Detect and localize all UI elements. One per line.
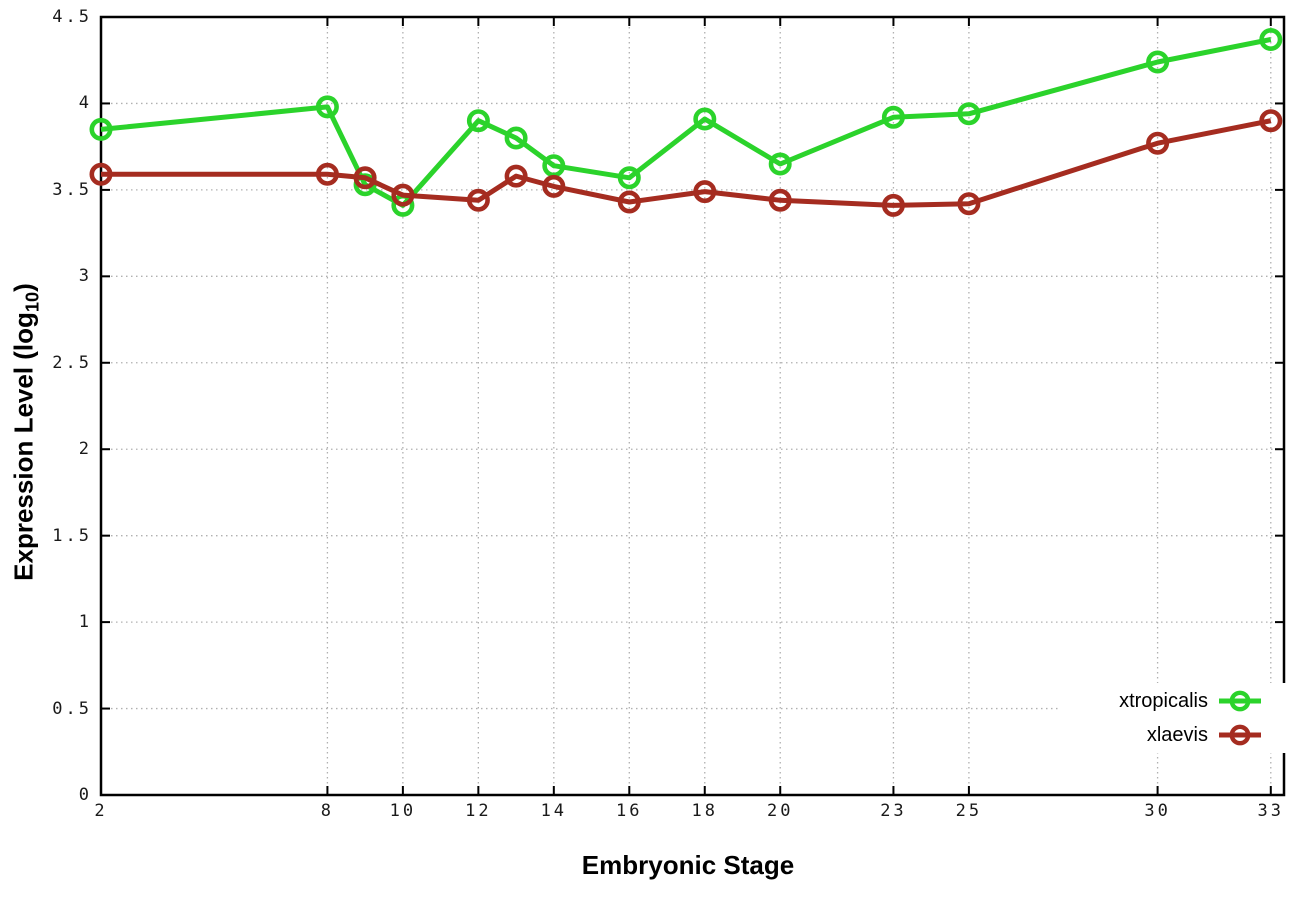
legend-item-xlaevis: xlaevis [1058,719,1286,751]
x-axis-title: Embryonic Stage [581,850,795,880]
x-tick-label-20: 20 [766,801,794,821]
data-point-xtropicalis-stage-12 [466,109,490,133]
data-point-xlaevis-stage-12 [466,188,490,212]
y-tick-label-4: 4 [78,93,92,114]
data-point-xlaevis-stage-23 [881,193,905,217]
data-point-xlaevis-stage-30 [1146,131,1170,155]
data-point-xtropicalis-stage-8 [315,95,339,119]
data-point-xtropicalis-stage-33 [1259,27,1283,51]
y-tick-label-4.5: 4.5 [52,7,92,27]
legend-label-xlaevis: xlaevis [1146,723,1208,746]
data-point-xlaevis-stage-2 [89,162,113,186]
y-tick-label-3.5: 3.5 [52,179,92,200]
data-point-xlaevis-stage-33 [1259,109,1283,133]
x-tick-label-8: 8 [320,801,335,821]
y-tick-label-2.5: 2.5 [52,352,92,373]
x-tick-label-33: 33 [1257,801,1285,821]
x-tick-label-23: 23 [880,801,907,821]
data-point-xlaevis-stage-9 [353,166,377,190]
legend: xtropicalis xlaevis [1058,683,1286,753]
x-tick-label-25: 25 [955,801,983,821]
y-tick-label-1.5: 1.5 [52,525,92,546]
x-tick-label-16: 16 [616,801,643,821]
x-tick-label-14: 14 [540,801,568,821]
data-point-xtropicalis-stage-23 [881,105,905,129]
x-tick-label-10: 10 [389,801,417,821]
data-point-xtropicalis-stage-2 [89,117,113,141]
data-point-xtropicalis-stage-14 [542,154,566,178]
y-tick-label-1: 1 [78,612,92,633]
series-line-xtropicalis [100,37,1272,208]
x-tick-label-2: 2 [94,801,108,821]
data-point-xtropicalis-stage-18 [693,107,717,131]
data-point-xtropicalis-stage-16 [617,166,641,190]
y-tick-label-3: 3 [78,266,92,287]
data-point-xlaevis-stage-20 [768,188,792,212]
y-tick-label-0: 0 [78,785,92,805]
x-tick-label-12: 12 [465,801,492,821]
y-tick-label-0.5: 0.5 [52,698,92,719]
data-point-xlaevis-stage-10 [391,183,415,207]
data-point-xtropicalis-stage-30 [1146,50,1170,74]
data-point-xlaevis-stage-18 [693,180,717,204]
data-point-xtropicalis-stage-13 [504,126,528,150]
data-point-xtropicalis-stage-20 [768,152,792,176]
data-point-xlaevis-stage-8 [315,162,339,186]
legend-label-xtropicalis: xtropicalis [1119,689,1208,712]
y-axis-title-subscript: 10 [22,291,43,313]
data-point-xlaevis-stage-14 [542,174,566,198]
data-point-xtropicalis-stage-25 [957,102,981,126]
data-point-xlaevis-stage-13 [504,164,528,188]
data-point-xlaevis-stage-25 [957,192,981,216]
legend-item-xtropicalis: xtropicalis [1058,685,1286,717]
x-tick-label-18: 18 [691,801,718,821]
data-point-xlaevis-stage-16 [617,190,641,214]
legend-marker-xlaevis-icon [1219,724,1261,746]
legend-marker-xtropicalis-icon [1219,690,1261,712]
x-tick-label-30: 30 [1144,801,1171,821]
y-tick-label-2: 2 [78,439,92,460]
